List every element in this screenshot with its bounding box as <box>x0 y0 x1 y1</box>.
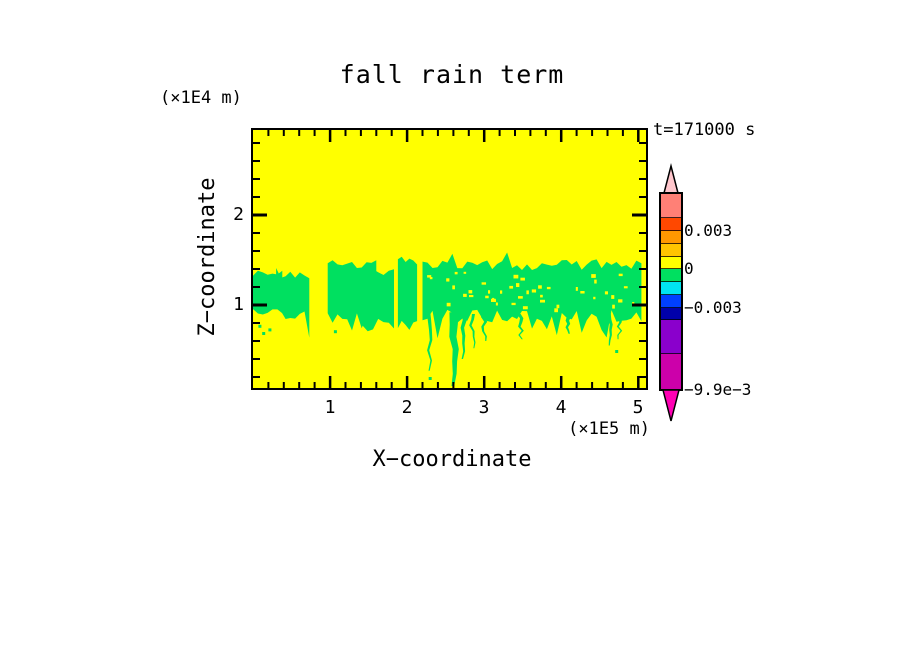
field-texture-hole <box>618 273 623 277</box>
y-axis-units-label: (×1E4 m) <box>160 88 242 108</box>
field-texture-hole <box>522 306 528 310</box>
colorbar-segment <box>660 257 682 269</box>
field-texture-hole <box>429 277 433 280</box>
field-green-streak <box>616 314 623 340</box>
colorbar-segment <box>660 308 682 320</box>
field-green-streak <box>449 312 459 386</box>
colorbar-tick-label: 0.003 <box>684 221 733 240</box>
field-texture-hole <box>611 295 615 299</box>
field-texture-hole <box>540 294 543 298</box>
field-texture-hole <box>492 297 495 301</box>
x-tick-label-4: 4 <box>555 397 567 418</box>
axis-ticks <box>253 130 646 388</box>
field-texture-hole <box>556 304 560 309</box>
field-texture-hole <box>575 287 578 291</box>
field-texture-hole <box>511 302 516 306</box>
field-green-speck <box>615 350 619 353</box>
colorbar-segment <box>660 282 682 295</box>
field-green-streak <box>481 312 489 341</box>
field-texture-hole <box>546 286 551 290</box>
field-green-streak <box>469 314 476 349</box>
x-axis-units-label: (×1E5 m) <box>568 419 650 439</box>
field-texture-hole <box>612 304 615 309</box>
field-green-streak <box>460 312 467 359</box>
field-green-streak <box>516 314 524 340</box>
colorbar-segment <box>660 295 682 308</box>
field-green-blob <box>276 268 310 338</box>
field-green-speck <box>262 332 266 335</box>
field-texture-hole <box>468 290 473 294</box>
field-texture-hole <box>538 285 542 289</box>
plot-area <box>251 128 648 390</box>
x-tick-label-5: 5 <box>632 397 644 418</box>
field-texture-hole <box>454 271 458 275</box>
y-tick-label-2: 2 <box>233 204 244 225</box>
colorbar-segment <box>660 244 682 257</box>
colorbar-segment <box>660 231 682 244</box>
field-texture-hole <box>463 271 467 274</box>
field-texture-hole <box>446 278 450 282</box>
field-green-blob <box>397 256 418 330</box>
field-texture-hole <box>554 308 558 313</box>
field-texture-hole <box>446 302 451 307</box>
time-stamp-label: t=171000 s <box>653 120 756 140</box>
field-green-blob <box>422 252 642 339</box>
colorbar <box>659 163 683 422</box>
y-axis-title: Z−coordinate <box>195 177 220 337</box>
chart-title: fall rain term <box>339 60 565 89</box>
field-texture-hole <box>526 290 529 295</box>
field-texture-hole <box>531 289 537 293</box>
field-green-speck <box>333 330 337 334</box>
colorbar-bottom-arrow <box>662 389 680 422</box>
field-texture-hole <box>623 286 628 289</box>
field-texture-hole <box>495 302 498 306</box>
colorbar-tick-label: −0.003 <box>684 298 742 317</box>
field-texture-hole <box>463 293 467 297</box>
field-texture-hole <box>594 279 597 284</box>
field-texture-hole <box>516 283 520 288</box>
colorbar-segment <box>660 320 682 354</box>
field-green-streak <box>607 314 613 346</box>
field-texture-hole <box>481 282 487 285</box>
field-texture-hole <box>520 277 525 281</box>
field-texture-hole <box>427 275 432 278</box>
field-texture-hole <box>518 296 523 299</box>
field-texture-hole <box>580 291 585 294</box>
colorbar-tick-label: −9.9e−3 <box>684 380 752 399</box>
field-green-speck <box>428 377 432 380</box>
field-texture-hole <box>540 299 545 303</box>
field-texture-hole <box>591 274 596 278</box>
colorbar-segment <box>660 269 682 282</box>
field-texture-hole <box>452 285 455 290</box>
field-green-blob <box>362 269 394 332</box>
field-texture-hole <box>469 295 474 298</box>
field-texture-hole <box>604 291 608 295</box>
field-texture-hole <box>509 285 514 289</box>
field-green-speck <box>268 328 272 332</box>
x-axis-title: X−coordinate <box>372 447 532 472</box>
colorbar-top-arrow <box>663 163 679 194</box>
field-green-speck <box>258 324 262 328</box>
field-green-streak <box>565 314 571 334</box>
x-tick-label-3: 3 <box>478 397 490 418</box>
colorbar-segment <box>660 193 682 218</box>
field-texture-hole <box>618 299 623 303</box>
colorbar-segment <box>660 218 682 231</box>
field-texture-hole <box>491 298 496 302</box>
field-texture-hole <box>485 295 489 299</box>
x-tick-label-1: 1 <box>324 397 336 418</box>
field-green-streak <box>426 309 433 371</box>
x-tick-label-2: 2 <box>401 397 413 418</box>
y-tick-label-1: 1 <box>233 294 244 315</box>
colorbar-segment <box>660 354 682 390</box>
field-texture-hole <box>593 296 596 300</box>
field-texture-hole <box>513 274 519 279</box>
field-texture-hole <box>632 302 635 305</box>
colorbar-tick-label: 0 <box>684 259 694 278</box>
field-svg <box>253 130 646 388</box>
field-texture-hole <box>488 290 491 294</box>
field-texture-hole <box>500 290 503 294</box>
